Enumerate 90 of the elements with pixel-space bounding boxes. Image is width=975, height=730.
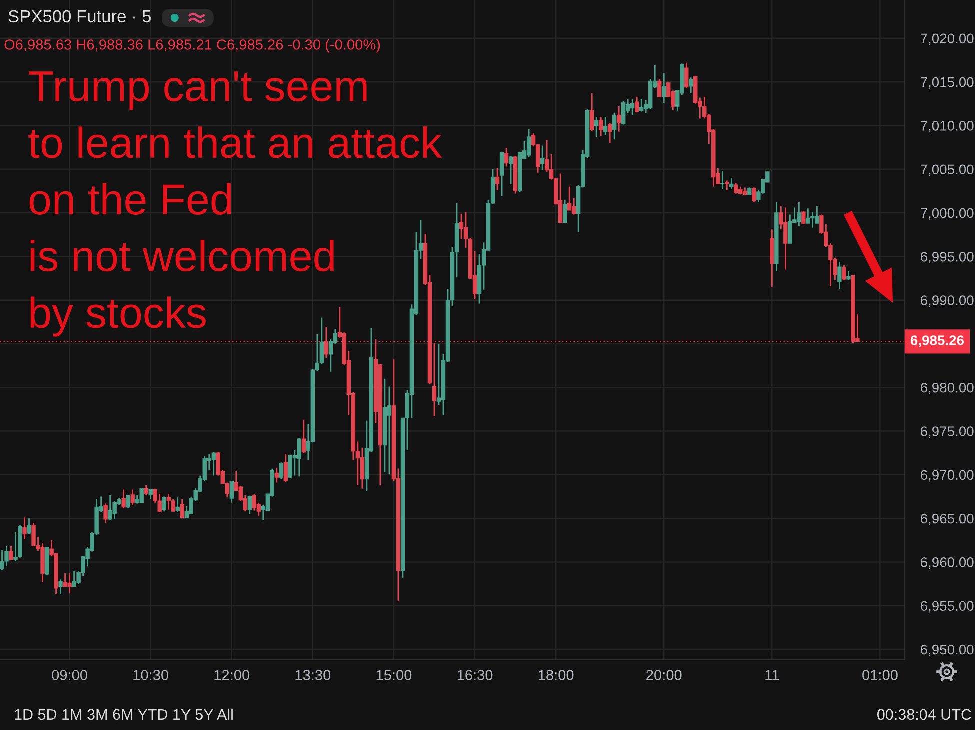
candlestick: [9, 546, 14, 562]
y-tick-label: 6,960.00: [920, 558, 974, 570]
candlestick: [162, 496, 166, 512]
y-tick-label: 7,015.00: [920, 77, 974, 89]
candlestick: [567, 186, 572, 212]
candlestick: [838, 261, 842, 290]
x-tick-label: 01:00: [862, 670, 898, 680]
candlestick: [148, 488, 153, 500]
candlestick: [504, 148, 509, 168]
candlestick: [662, 72, 666, 104]
candlestick: [230, 480, 234, 504]
candlestick: [144, 484, 148, 496]
candlestick: [598, 116, 604, 137]
candlestick: [279, 462, 284, 480]
text: 1D 5D 1M 3M 6M YTD 1Y 5Y All: [15, 708, 233, 720]
candlestick: [562, 199, 568, 224]
chart-title: SPX500 Future · 5: [8, 10, 152, 23]
y-tick-label: 6,970.00: [920, 470, 974, 482]
candlestick: [274, 467, 280, 484]
y-tick-label: 6,995.00: [920, 252, 974, 264]
candlestick: [640, 98, 644, 112]
x-tick-label: 12:00: [214, 670, 250, 680]
text: 00:38:04 UTC: [877, 709, 972, 720]
ref-line-label: 6,985.26: [910, 336, 964, 348]
y-tick-label: 6,975.00: [920, 426, 974, 438]
candlestick: [104, 503, 108, 524]
candlestick: [22, 517, 27, 540]
candlestick: [752, 187, 756, 204]
candlestick: [689, 77, 694, 94]
candlestick: [508, 156, 514, 185]
candlestick: [720, 170, 725, 190]
candlestick: [436, 343, 442, 406]
candlestick: [608, 122, 612, 144]
x-tick-label: 20:00: [646, 670, 682, 680]
candlestick: [130, 489, 135, 506]
y-tick-label: 7,005.00: [920, 164, 974, 176]
x-tick-label: 11: [766, 670, 780, 680]
candlestick: [500, 151, 504, 198]
x-tick-label: 10:30: [134, 670, 169, 680]
candlestick: [540, 145, 545, 171]
candlestick: [594, 116, 599, 138]
x-tick-label: 13:30: [296, 670, 331, 680]
candlestick: [432, 342, 437, 418]
candlestick: [658, 78, 662, 98]
candlestick: [558, 173, 563, 224]
y-tick-label: 6,990.00: [920, 296, 974, 308]
candlestick: [122, 489, 126, 509]
candlestick: [324, 326, 329, 359]
candlestick: [526, 128, 532, 158]
candlestick: [603, 116, 608, 136]
candlestick: [634, 96, 640, 114]
candlestick: [248, 495, 252, 515]
candlestick: [297, 438, 302, 478]
candlestick: [180, 498, 184, 520]
candlestick: [590, 92, 594, 132]
candlestick: [684, 62, 689, 89]
candlestick: [630, 98, 635, 116]
candlestick: [612, 112, 617, 140]
x-tick-label: 09:00: [52, 670, 88, 680]
y-tick-label: 6,955.00: [920, 601, 974, 613]
y-tick-label: 7,010.00: [920, 121, 974, 133]
annotation: Trump can't seem to learn that an attack on the Fed is not welcomed by stocks: [28, 72, 442, 337]
candlestick: [360, 447, 365, 490]
candlestick: [802, 210, 806, 226]
text: O6,985.63 H6,988.36 L6,985.21 C6,985.26 -0.30 (-0.00%): [4, 39, 380, 53]
candlestick: [212, 452, 216, 476]
x-tick-label: 18:00: [538, 670, 574, 680]
candlestick: [725, 180, 730, 192]
candlestick: [126, 494, 130, 509]
candlestick: [302, 419, 306, 454]
y-tick-label: 7,000.00: [920, 208, 974, 220]
candlestick: [621, 100, 626, 126]
y-tick-label: 6,950.00: [920, 644, 974, 656]
candlestick: [616, 106, 622, 133]
y-tick-label: 7,020.00: [920, 34, 974, 46]
candlestick: [288, 454, 293, 480]
candlestick: [572, 197, 576, 216]
candlestick: [176, 496, 180, 514]
candlestick: [495, 168, 500, 192]
candlestick: [459, 213, 464, 240]
y-tick-label: 6,980.00: [920, 382, 974, 394]
x-tick-label: 15:00: [376, 670, 412, 680]
candlestick: [284, 453, 288, 483]
x-tick-label: 16:30: [458, 670, 493, 680]
candlestick: [27, 518, 32, 535]
candlestick: [730, 177, 734, 190]
y-tick-label: 6,965.00: [920, 514, 974, 526]
candlestick: [58, 578, 63, 596]
candlestick: [842, 264, 846, 281]
candlestick: [387, 386, 392, 475]
